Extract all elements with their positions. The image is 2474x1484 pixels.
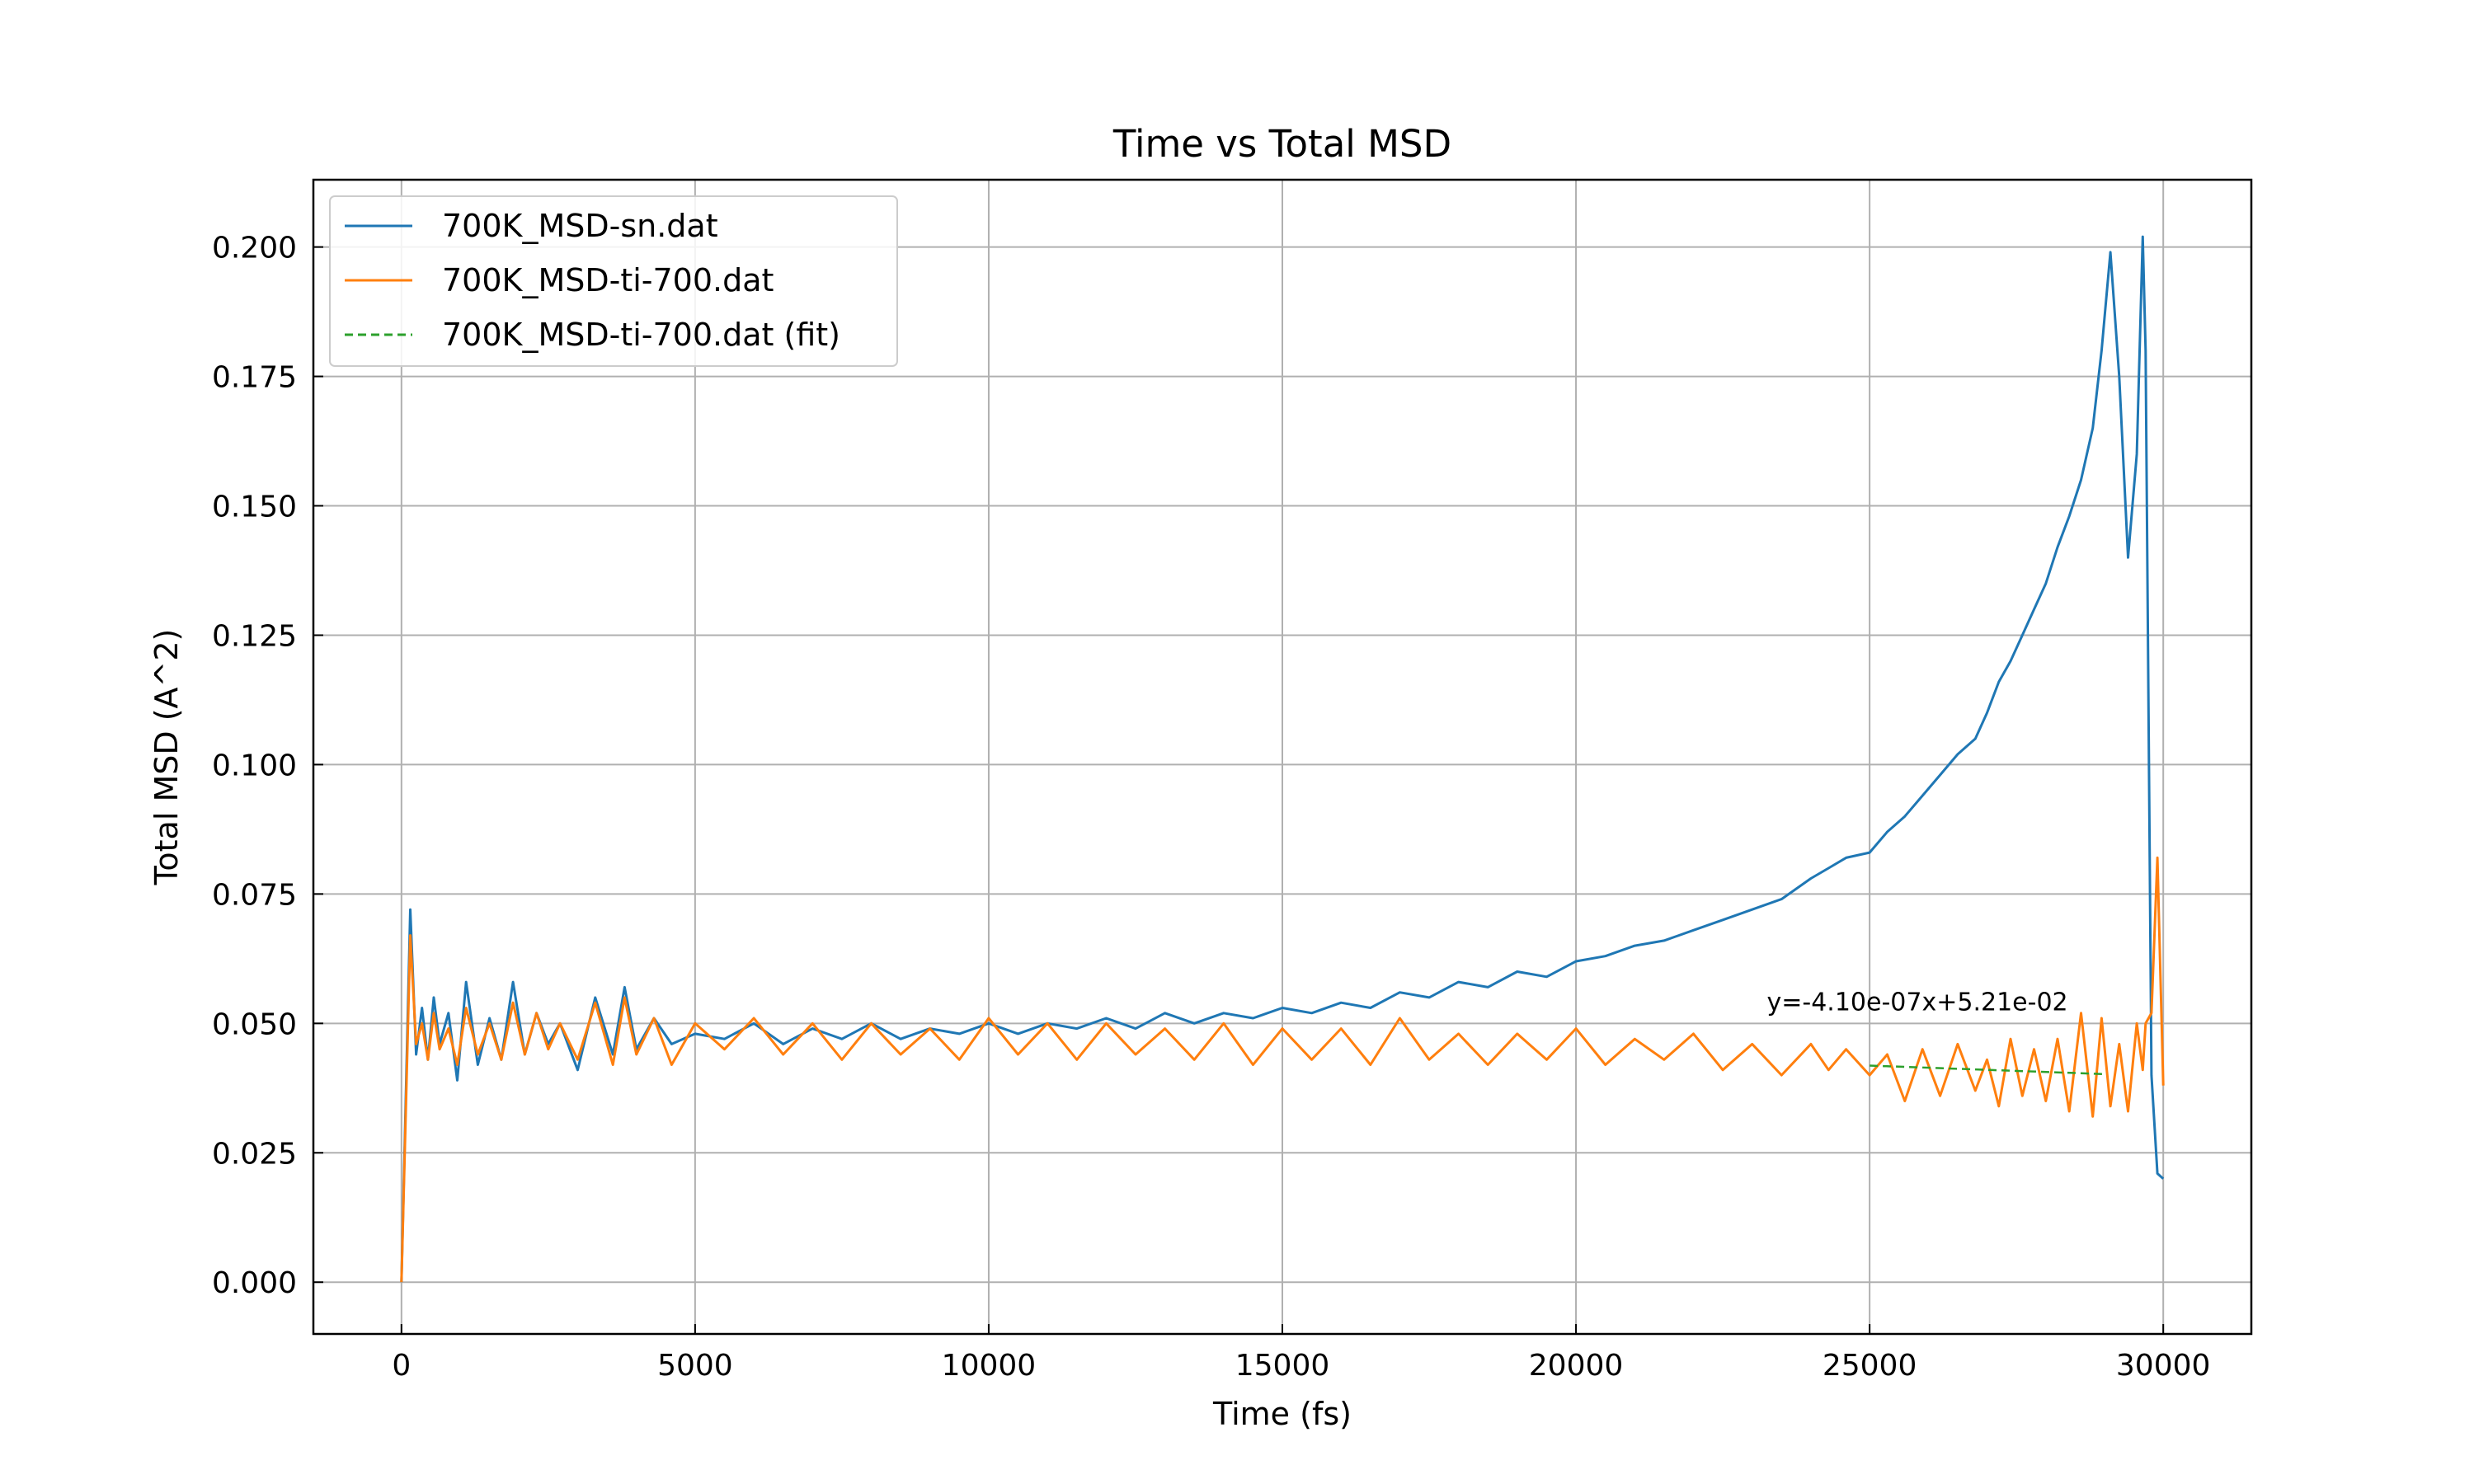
x-tick-label: 5000: [657, 1349, 733, 1383]
legend-label-3: 700K_MSD-ti-700.dat (fit): [442, 317, 840, 353]
annotations: y=-4.10e-07x+5.21e-02: [1767, 989, 2068, 1017]
legend-label-2: 700K_MSD-ti-700.dat: [442, 262, 774, 298]
chart-title: Time vs Total MSD: [1112, 122, 1451, 166]
grid: [313, 180, 2251, 1334]
legend: 700K_MSD-sn.dat 700K_MSD-ti-700.dat 700K_M…: [329, 195, 898, 367]
y-axis-label: Total MSD (A^2): [148, 629, 185, 886]
legend-label-1: 700K_MSD-sn.dat: [442, 208, 718, 244]
y-tick-label: 0.050: [212, 1007, 297, 1041]
y-tick-label: 0.150: [212, 491, 297, 524]
x-tick-label: 30000: [2116, 1349, 2211, 1383]
x-tick-label: 0: [392, 1349, 411, 1383]
x-axis-label: Time (fs): [1212, 1396, 1352, 1432]
x-tick-label: 20000: [1529, 1349, 1624, 1383]
x-tick-label: 25000: [1823, 1349, 1917, 1383]
x-tick-label: 10000: [942, 1349, 1037, 1383]
legend-box: [329, 195, 898, 367]
y-tick-label: 0.175: [212, 361, 297, 395]
x-tick-label: 15000: [1235, 1349, 1330, 1383]
y-tick-label: 0.125: [212, 619, 297, 653]
y-tick-label: 0.025: [212, 1137, 297, 1171]
axis-ticks: 0 5000 10000 15000 20000 25000 30000 0.000 0.025…: [212, 232, 2211, 1383]
fit-equation-annotation: y=-4.10e-07x+5.21e-02: [1767, 989, 2068, 1017]
y-tick-label: 0.000: [212, 1266, 297, 1300]
y-tick-label: 0.100: [212, 749, 297, 782]
series-layer: [400, 235, 2165, 1283]
y-tick-label: 0.075: [212, 878, 297, 912]
series-line-2: [400, 856, 2165, 1283]
y-tick-label: 0.200: [212, 232, 297, 265]
